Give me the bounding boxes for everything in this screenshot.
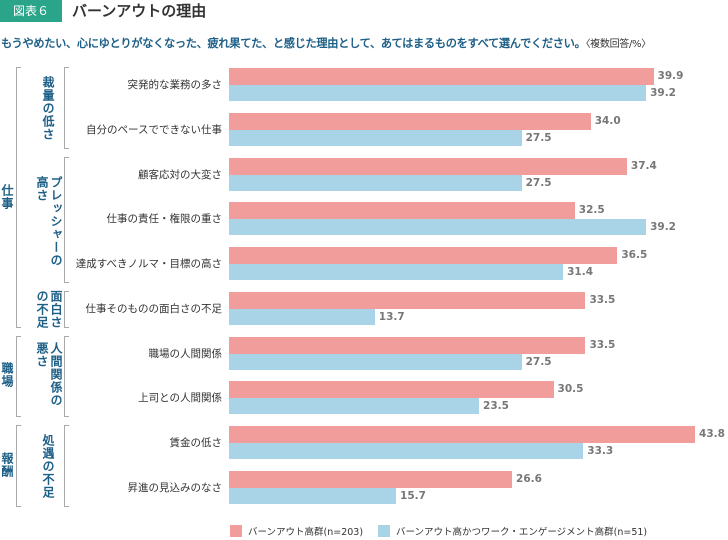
figure-badge: 図表６ (0, 0, 62, 22)
inner-group-label-col: 処遇の不足 (41, 434, 55, 499)
data-label: 37.4 (630, 159, 657, 172)
inner-group-label: 裁量の低さ (41, 76, 55, 141)
bar-burnout (229, 291, 586, 309)
category-label: 仕事そのものの面白さの不足 (85, 302, 223, 315)
page-title: バーンアウトの理由 (72, 2, 207, 20)
bar-engaged (229, 353, 522, 370)
bar-burnout (229, 68, 654, 85)
inner-group-label-col: 悪さ (35, 342, 49, 368)
outer-bracket (16, 336, 21, 417)
legend-swatch (230, 525, 242, 537)
outer-bracket (16, 67, 21, 328)
legend-label: バーンアウト高かつワーク・エンゲージメント高群(n=51) (396, 527, 648, 538)
category-label: 自分のペースでできない仕事 (86, 123, 222, 136)
category-label: 職場の人間関係 (148, 347, 223, 360)
data-label: 43.8 (699, 428, 725, 440)
category-label: 賃金の低さ (169, 437, 223, 449)
bar-engaged (229, 398, 480, 415)
inner-group-label: プレッシャーの 高さ (35, 176, 63, 267)
inner-bracket (64, 336, 69, 417)
category-label: 達成すべきノルマ・目標の高さ (75, 258, 222, 270)
category-label: 仕事の責任・権限の重さ (106, 213, 223, 226)
data-label: 33.5 (589, 338, 616, 351)
legend-label: バーンアウト高群(n=203) (248, 527, 364, 538)
question-body: もうやめたい、心にゆとりがなくなった、疲れ果てた、と感じた理由として、あてはまる… (1, 37, 586, 50)
question-text: もうやめたい、心にゆとりがなくなった、疲れ果てた、と感じた理由として、あてはまる… (1, 35, 651, 51)
data-label: 27.5 (525, 131, 552, 144)
outer-group-label: 仕事 (0, 184, 14, 210)
data-label: 39.2 (650, 221, 676, 234)
inner-group-label-col: 高さ (35, 176, 49, 202)
outer-group-label: 職場 (0, 362, 14, 388)
legend-item-burnout: バーンアウト高群(n=203) (230, 524, 363, 538)
bar-engaged (229, 308, 375, 325)
inner-group-label-col: 人間関係の (49, 342, 63, 407)
bar-burnout (229, 426, 696, 443)
data-label: 30.5 (557, 383, 584, 396)
bar-engaged (229, 129, 522, 146)
bar-engaged (229, 219, 647, 236)
bar-burnout (229, 157, 627, 175)
inner-group-label-col: プレッシャーの (49, 176, 63, 267)
bar-engaged (229, 264, 564, 280)
category-label: 昇進の見込みのなさ (127, 481, 223, 494)
bar-engaged (229, 487, 397, 504)
data-label: 34.0 (594, 114, 621, 127)
bar-engaged (229, 85, 647, 101)
inner-group-label-col: 面白さ (49, 290, 63, 329)
category-label: 突発的な業務の多さ (127, 79, 223, 91)
data-label: 27.5 (525, 176, 552, 189)
inner-group-label: 処遇の不足 (41, 434, 55, 499)
bar-burnout (229, 336, 586, 354)
bar-engaged (229, 443, 584, 459)
inner-group-label: 面白さ の不足 (35, 290, 63, 329)
inner-bracket (64, 425, 69, 507)
outer-group-label: 報酬 (0, 452, 14, 478)
inner-bracket (64, 291, 69, 328)
bar-engaged (229, 174, 522, 191)
data-label: 36.5 (621, 249, 648, 261)
data-label: 39.9 (657, 70, 684, 82)
inner-bracket (64, 67, 69, 149)
legend-item-engaged: バーンアウト高かつワーク・エンゲージメント高群(n=51) (378, 524, 647, 538)
data-label: 32.5 (578, 204, 605, 217)
data-label: 23.5 (483, 400, 509, 413)
data-label: 33.5 (589, 293, 616, 306)
inner-group-label: 人間関係の 悪さ (35, 342, 63, 407)
inner-bracket (64, 157, 69, 283)
category-label: 顧客応対の大変さ (138, 168, 222, 181)
data-label: 33.3 (587, 445, 614, 457)
inner-group-label-col: 裁量の低さ (41, 76, 55, 141)
data-label: 26.6 (516, 472, 542, 485)
question-note: 〈複数回答/%〉 (585, 39, 651, 50)
bar-burnout (229, 202, 575, 220)
bar-burnout (229, 470, 513, 488)
data-label: 39.2 (650, 87, 676, 99)
data-label: 27.5 (525, 355, 552, 368)
inner-group-label-col: の不足 (35, 290, 49, 329)
data-label: 15.7 (400, 489, 426, 502)
bar-burnout (229, 381, 554, 399)
outer-bracket (16, 425, 21, 507)
legend-swatch (378, 525, 390, 537)
category-label: 上司との人間関係 (138, 392, 222, 405)
data-label: 13.7 (378, 310, 405, 323)
data-label: 31.4 (567, 266, 594, 278)
bar-burnout (229, 247, 618, 264)
bar-burnout (229, 112, 591, 130)
